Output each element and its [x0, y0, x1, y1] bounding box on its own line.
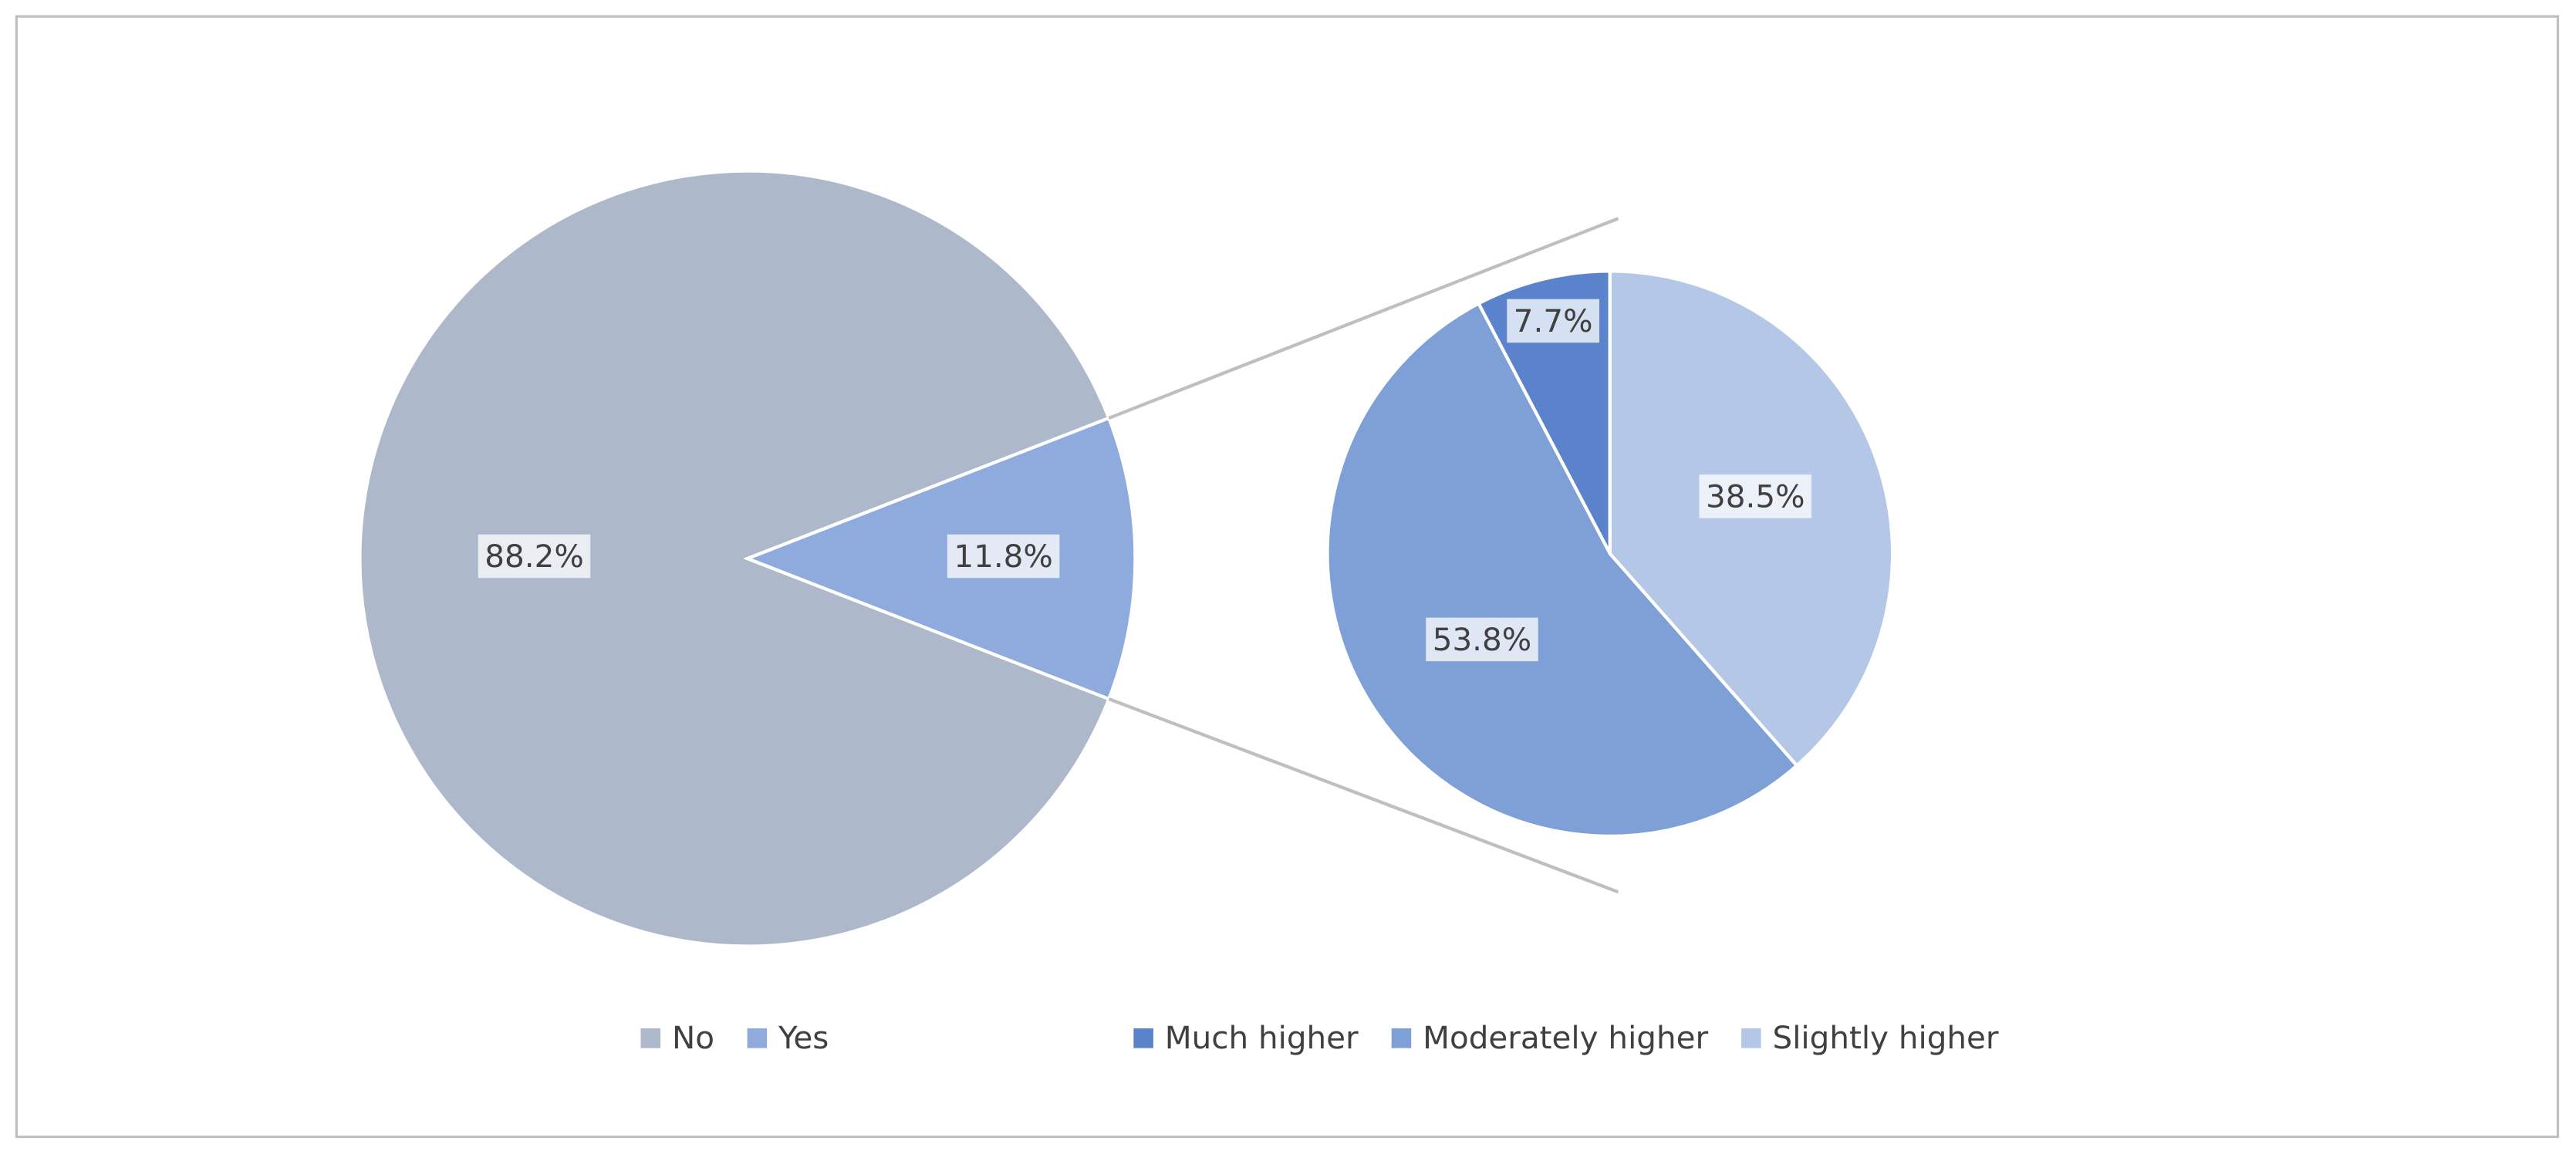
- data-label: 38.5%: [1706, 478, 1805, 515]
- data-label: 53.8%: [1433, 621, 1531, 658]
- legend-label: No: [672, 1019, 714, 1056]
- data-label-bg: [1699, 474, 1812, 518]
- pie-slice: [358, 169, 1112, 948]
- legend-label: Moderately higher: [1423, 1019, 1708, 1056]
- connector-line: [1108, 697, 1619, 894]
- pie-slice: [1325, 301, 1800, 838]
- legend-swatch: [1133, 1028, 1153, 1048]
- connector-line: [1108, 217, 1619, 420]
- legend-swatch: [1391, 1028, 1412, 1048]
- legend-swatch: [640, 1028, 661, 1048]
- data-label-bg: [1507, 299, 1600, 343]
- data-label-bg: [1426, 617, 1538, 662]
- legend-swatch: [747, 1028, 768, 1048]
- pie-slice: [743, 416, 1137, 701]
- legend-label: Slightly higher: [1773, 1019, 1999, 1056]
- data-label-bg: [947, 534, 1060, 579]
- data-label: 11.8%: [954, 538, 1052, 575]
- data-label: 88.2%: [484, 538, 583, 575]
- legend-label: Yes: [778, 1019, 829, 1056]
- legend-swatch: [1741, 1028, 1761, 1048]
- pie-slice: [1608, 269, 1895, 768]
- data-label-bg: [478, 534, 591, 579]
- legend-label: Much higher: [1165, 1019, 1359, 1056]
- data-label: 7.7%: [1514, 302, 1593, 339]
